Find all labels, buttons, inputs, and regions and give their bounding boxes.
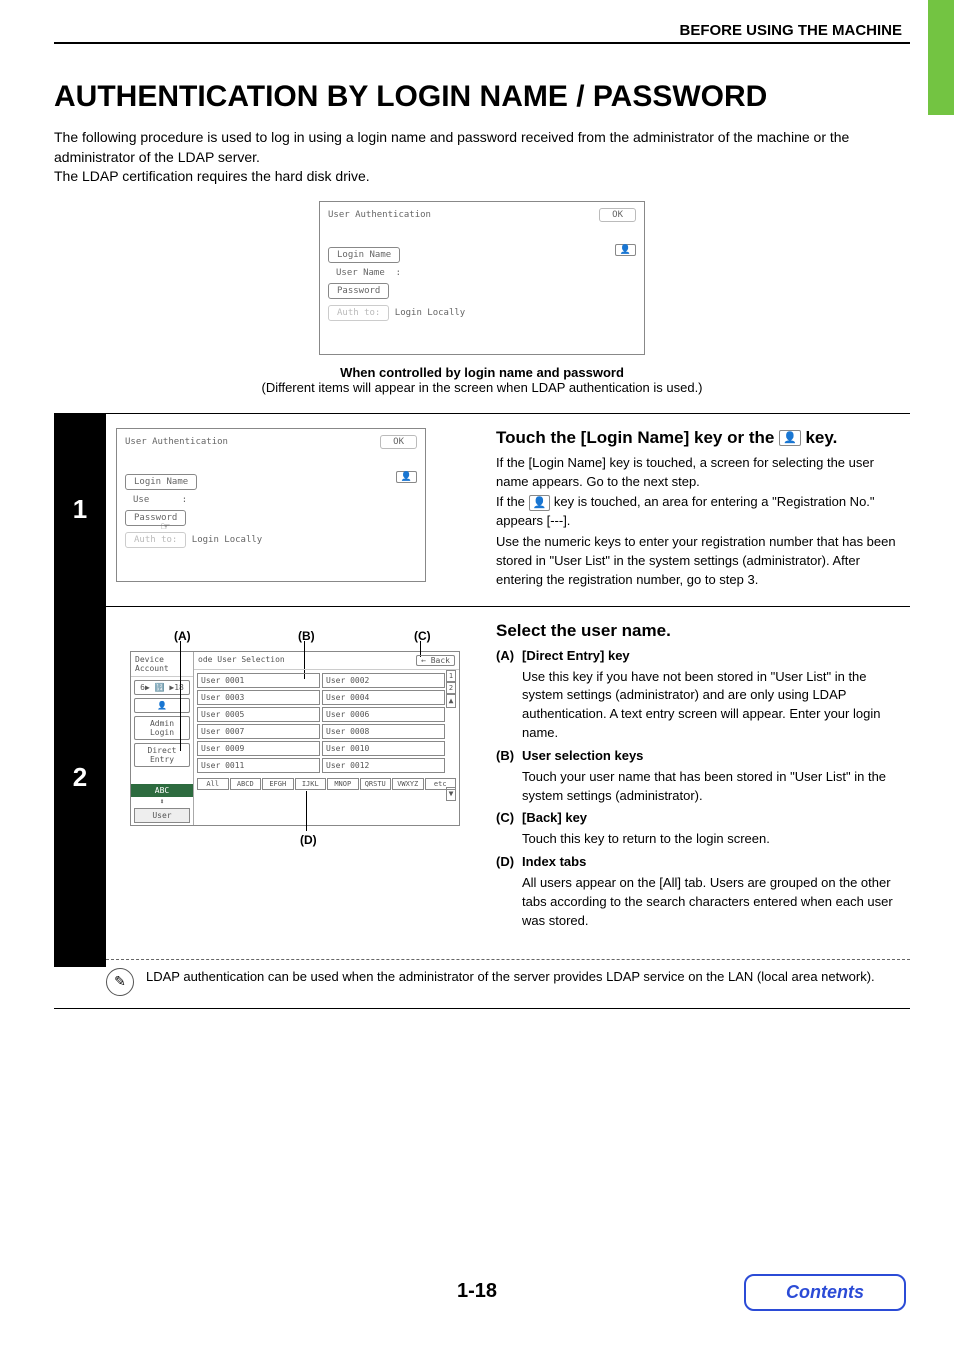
back-button[interactable]: ← Back xyxy=(416,655,455,666)
auth-to-value: Login Locally xyxy=(395,308,465,318)
index-tab[interactable]: QRSTU xyxy=(360,778,392,790)
auth-panel-title-s1: User Authentication xyxy=(125,435,380,449)
index-tab[interactable]: MNOP xyxy=(327,778,359,790)
ok-button[interactable]: OK xyxy=(599,208,636,222)
page-range[interactable]: 6▶ 🔢 ▶18 xyxy=(134,680,190,695)
item-key-D: (D) xyxy=(496,853,522,930)
step-1-p1: If the [Login Name] key is touched, a sc… xyxy=(496,454,910,492)
section-color-tab xyxy=(928,0,954,115)
caption-bold: When controlled by login name and passwo… xyxy=(340,365,624,380)
password-button-s1[interactable]: Password xyxy=(125,510,186,526)
index-tab[interactable]: IJKL xyxy=(295,778,327,790)
pencil-icon: ✎ xyxy=(106,968,134,996)
page-title: AUTHENTICATION BY LOGIN NAME / PASSWORD xyxy=(54,80,910,114)
password-button[interactable]: Password xyxy=(328,283,389,299)
user-cell[interactable]: User 0003 xyxy=(197,690,320,705)
pointing-hand-icon: ☞ xyxy=(161,519,169,535)
user-cell[interactable]: User 0011 xyxy=(197,758,320,773)
item-head-C: [Back] key xyxy=(522,809,910,828)
header-rule xyxy=(54,42,910,44)
step-1-heading: Touch the [Login Name] key or the 👤 key. xyxy=(496,428,910,448)
login-name-button-s1[interactable]: Login Name xyxy=(125,474,197,490)
scroll-num: 1 xyxy=(446,670,456,682)
step-1-p2: If the 👤 key is touched, an area for ent… xyxy=(496,493,910,531)
callout-D: (D) xyxy=(300,833,317,847)
item-head-A: [Direct Entry] key xyxy=(522,647,910,666)
step-2-sublist: (A) [Direct Entry] key Use this key if y… xyxy=(496,647,910,931)
scroll-up-icon[interactable]: ▲ xyxy=(446,694,456,708)
person-icon-button-s1[interactable]: 👤 xyxy=(396,471,417,483)
index-tab[interactable]: VWXYZ xyxy=(392,778,424,790)
person-icon-inline-2: 👤 xyxy=(529,495,551,511)
user-cell[interactable]: User 0001 xyxy=(197,673,320,688)
step-2: 2 (A) (B) (C) (D) Device Account 6▶ 🔢 ▶1… xyxy=(54,607,910,949)
item-key-C: (C) xyxy=(496,809,522,849)
index-tab[interactable]: All xyxy=(197,778,229,790)
auth-to-button-s1[interactable]: Auth to: xyxy=(125,532,186,548)
ok-button-s1[interactable]: OK xyxy=(380,435,417,449)
callout-A: (A) xyxy=(174,629,191,643)
user-name-label: User Name xyxy=(336,268,385,278)
item-text-A: Use this key if you have not been stored… xyxy=(522,668,910,743)
step-2-number-extend xyxy=(54,949,106,967)
scroll-num: 2 xyxy=(446,682,456,694)
step-2-heading: Select the user name. xyxy=(496,621,910,641)
user-cell[interactable]: User 0009 xyxy=(197,741,320,756)
intro-line-1: The following procedure is used to log i… xyxy=(54,129,849,165)
scroll-down-icon[interactable]: ▼ xyxy=(446,787,456,801)
user-cell[interactable]: User 0006 xyxy=(322,707,445,722)
user-cell[interactable]: User 0007 xyxy=(197,724,320,739)
auth-to-value-s1: Login Locally xyxy=(192,535,262,545)
callout-C: (C) xyxy=(414,629,431,643)
intro-line-2: The LDAP certification requires the hard… xyxy=(54,168,370,184)
index-tab[interactable]: EFGH xyxy=(262,778,294,790)
intro-text: The following procedure is used to log i… xyxy=(54,128,910,187)
index-tabs: All ABCD EFGH IJKL MNOP QRSTU VWXYZ etc xyxy=(194,776,459,792)
item-key-B: (B) xyxy=(496,747,522,806)
step-1-number: 1 xyxy=(54,414,106,606)
running-header: BEFORE USING THE MACHINE xyxy=(679,22,902,39)
item-text-D: All users appear on the [All] tab. Users… xyxy=(522,874,910,931)
note-text: LDAP authentication can be used when the… xyxy=(146,968,875,986)
person-icon-button[interactable]: 👤 xyxy=(615,244,636,256)
scrollbar[interactable]: 1 2 ▲ ▼ xyxy=(446,670,456,801)
person-small-button[interactable]: 👤 xyxy=(134,698,190,713)
user-cell[interactable]: User 0005 xyxy=(197,707,320,722)
ldap-note: ✎ LDAP authentication can be used when t… xyxy=(106,968,910,996)
right-header: ode User Selection xyxy=(198,655,416,666)
dashed-divider xyxy=(106,959,910,960)
auth-panel-example: User Authentication OK Login Name 👤 User… xyxy=(319,201,645,355)
auth-to-button[interactable]: Auth to: xyxy=(328,305,389,321)
item-head-B: User selection keys xyxy=(522,747,910,766)
user-cell[interactable]: User 0004 xyxy=(322,690,445,705)
user-cell[interactable]: User 0010 xyxy=(322,741,445,756)
user-toggle[interactable]: User xyxy=(134,808,190,823)
user-cell[interactable]: User 0008 xyxy=(322,724,445,739)
caption-paren: (Different items will appear in the scre… xyxy=(261,380,702,395)
step-2-number: 2 xyxy=(54,607,106,949)
abc-toggle[interactable]: ABC xyxy=(131,784,193,797)
step-1-p3: Use the numeric keys to enter your regis… xyxy=(496,533,910,590)
panel-caption: When controlled by login name and passwo… xyxy=(54,365,910,395)
callout-B: (B) xyxy=(298,629,315,643)
index-tab[interactable]: ABCD xyxy=(230,778,262,790)
login-name-button[interactable]: Login Name xyxy=(328,247,400,263)
auth-panel-step1: User Authentication OK Login Name 👤 ☞ Us… xyxy=(116,428,426,582)
person-icon-inline-1: 👤 xyxy=(779,430,801,446)
direct-entry-button[interactable]: Direct Entry xyxy=(134,743,190,767)
admin-login-button[interactable]: Admin Login xyxy=(134,716,190,740)
auth-panel-title: User Authentication xyxy=(328,208,599,222)
user-selection-panel: (A) (B) (C) (D) Device Account 6▶ 🔢 ▶18 … xyxy=(130,651,460,826)
step-1: 1 User Authentication OK Login Name 👤 ☞ … xyxy=(54,414,910,607)
user-cell[interactable]: User 0012 xyxy=(322,758,445,773)
contents-button[interactable]: Contents xyxy=(744,1274,906,1311)
divider-bottom xyxy=(54,1008,910,1009)
user-grid: User 0001 User 0002 User 0003 User 0004 … xyxy=(194,670,459,776)
callout-line-A xyxy=(180,641,181,751)
item-text-B: Touch your user name that has been store… xyxy=(522,768,910,806)
item-key-A: (A) xyxy=(496,647,522,743)
item-head-D: Index tabs xyxy=(522,853,910,872)
user-cell[interactable]: User 0002 xyxy=(322,673,445,688)
item-text-C: Touch this key to return to the login sc… xyxy=(522,830,910,849)
